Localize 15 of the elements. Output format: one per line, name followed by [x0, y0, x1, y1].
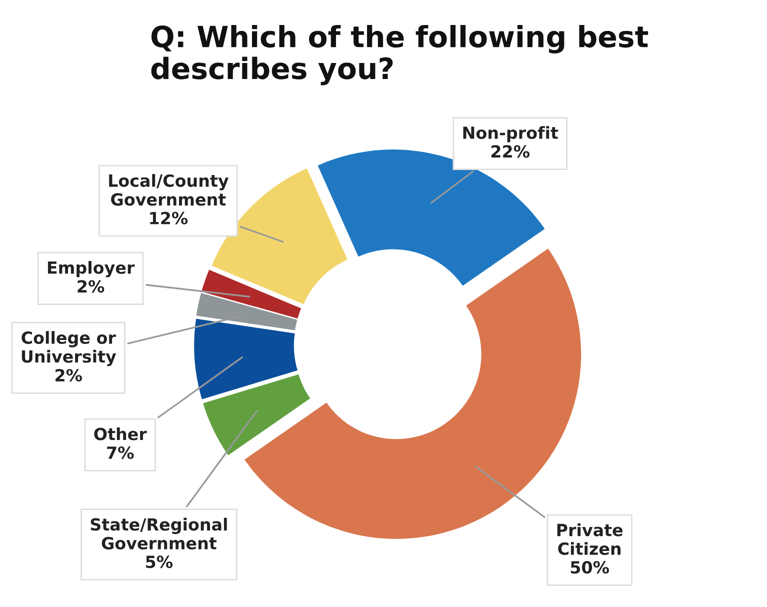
- data-label: 2%: [78, 280, 104, 293]
- slice-label: College or University: [22, 331, 116, 366]
- slice-label: Local/County Government: [109, 174, 229, 206]
- slice-label: Private Citizen: [557, 523, 623, 555]
- data-label: 5%: [146, 556, 173, 568]
- slice-label: Employer: [48, 260, 135, 278]
- data-label: 12%: [150, 212, 188, 224]
- data-label: 50%: [570, 561, 609, 574]
- slice-label: Non-profit: [463, 126, 558, 142]
- slice-label: State/Regional Government: [90, 518, 227, 550]
- chart-title: Q: Which of the following best describes you?: [151, 25, 648, 86]
- data-label: 2%: [56, 368, 82, 382]
- slice-label: Other: [94, 427, 147, 440]
- data-label: 7%: [107, 446, 134, 459]
- data-label: 22%: [491, 145, 530, 158]
